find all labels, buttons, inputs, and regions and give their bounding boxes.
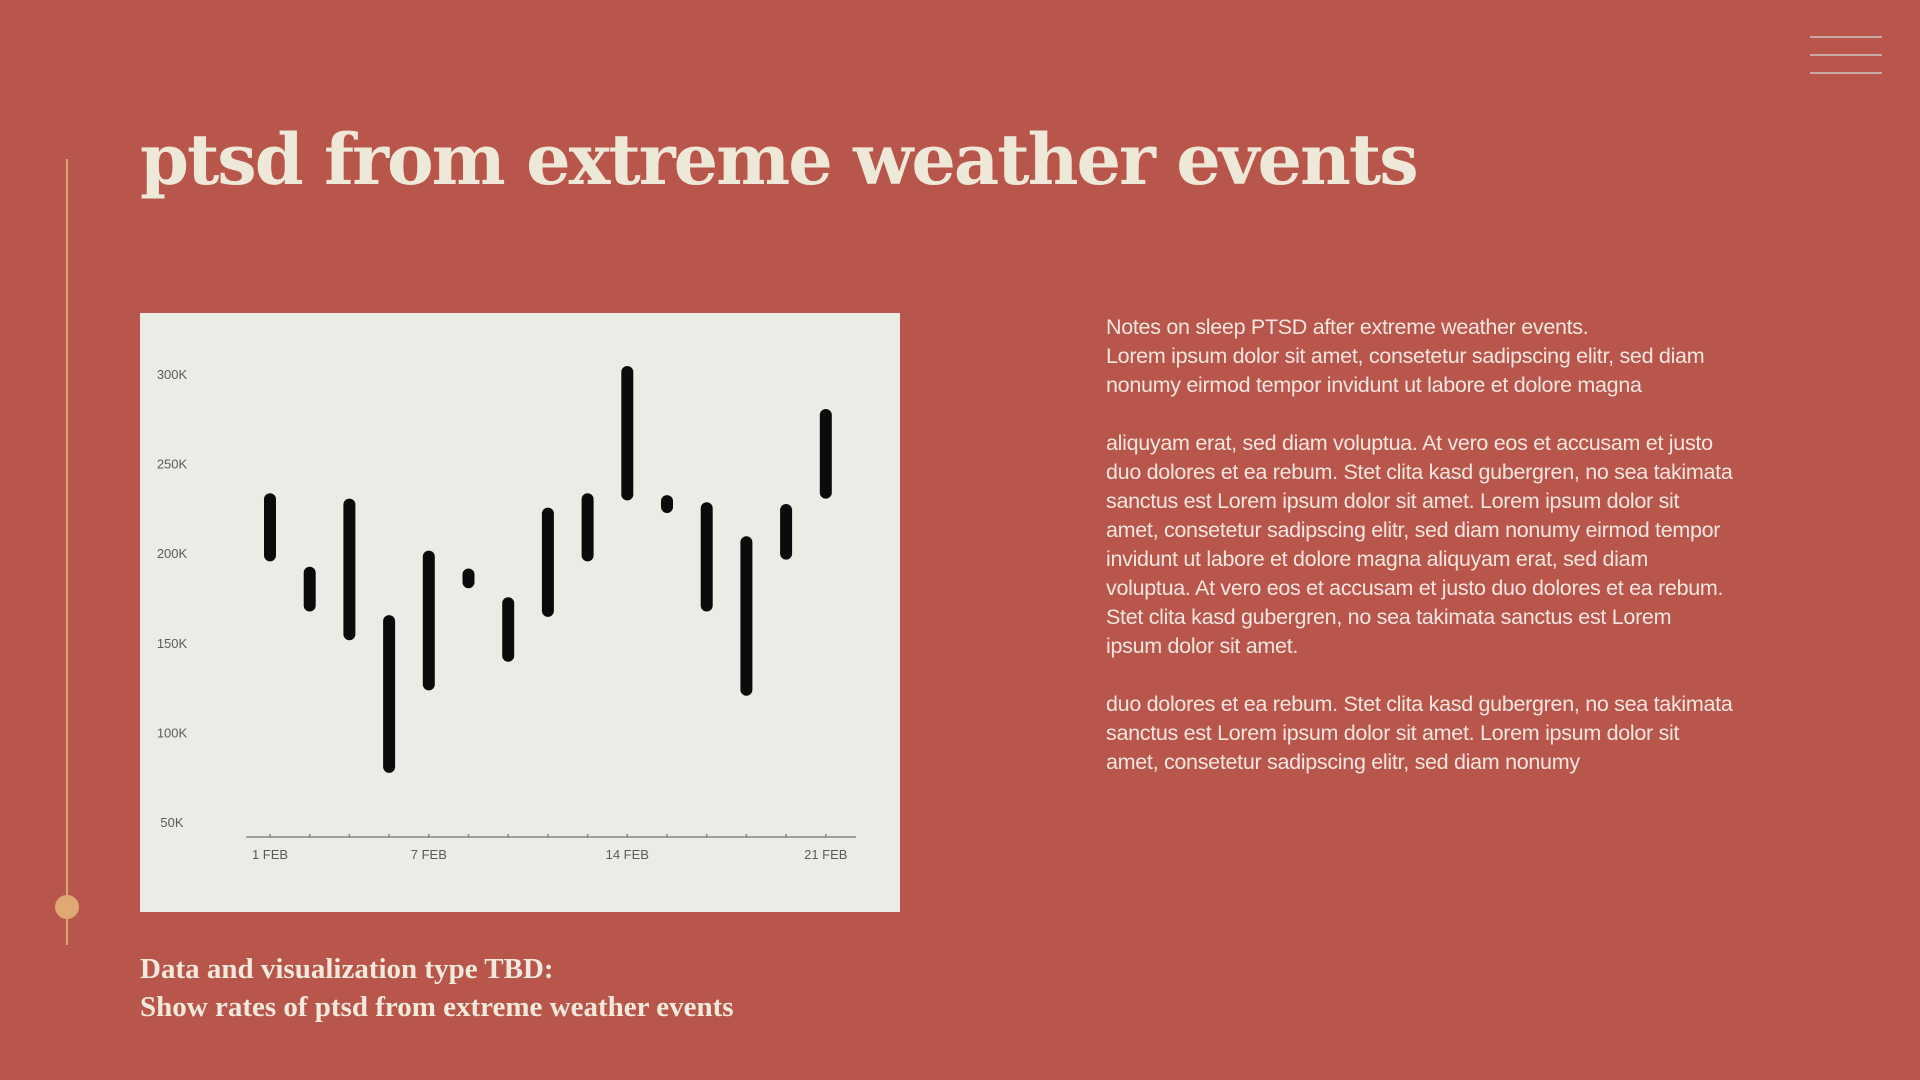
- range-bar: [422, 550, 435, 691]
- caption-line-2: Show rates of ptsd from extreme weather …: [140, 991, 734, 1023]
- notes-text: Notes on sleep PTSD after extreme weathe…: [1106, 313, 1796, 806]
- range-bar: [502, 597, 515, 662]
- notes-line: invidunt ut labore et dolore magna aliqu…: [1106, 547, 1648, 571]
- x-tick-label: 21 FEB: [804, 847, 847, 862]
- y-tick-label: 100K: [157, 725, 188, 740]
- x-tick-label: 14 FEB: [606, 847, 649, 862]
- y-tick-label: 250K: [157, 457, 188, 472]
- range-bar: [303, 566, 316, 612]
- slide-title: ptsd from extreme weather events: [140, 118, 1419, 201]
- range-bar: [621, 366, 634, 501]
- y-tick-label: 150K: [157, 636, 188, 651]
- notes-paragraph-1: Notes on sleep PTSD after extreme weathe…: [1106, 313, 1796, 400]
- y-tick-label: 300K: [157, 367, 188, 382]
- range-bar-chart: 50K 100K 150K 200K 250K 300K 1 FEB 7 FEB 14 FEB 2…: [157, 366, 856, 862]
- notes-line: Stet clita kasd gubergren, no sea takima…: [1106, 605, 1672, 629]
- range-bar: [264, 493, 276, 562]
- y-tick-label: 50K: [160, 815, 183, 830]
- range-bar: [819, 409, 832, 499]
- chart-card: 50K 100K 150K 200K 250K 300K 1 FEB 7 FEB 14 FEB 2…: [140, 313, 900, 912]
- range-bar: [661, 495, 673, 513]
- notes-line: ipsum dolor sit amet.: [1106, 634, 1299, 658]
- notes-line: duo dolores et ea rebum. Stet clita kasd…: [1106, 460, 1733, 484]
- notes-line: voluptua. At vero eos et accusam et just…: [1106, 576, 1724, 600]
- notes-paragraph-2: aliquyam erat, sed diam voluptua. At ver…: [1106, 429, 1796, 661]
- caption-line-1: Data and visualization type TBD:: [140, 953, 554, 985]
- range-bar: [343, 498, 356, 641]
- y-tick-label: 200K: [157, 546, 188, 561]
- range-bar: [700, 502, 713, 612]
- range-bar: [462, 568, 475, 589]
- notes-line: sanctus est Lorem ipsum dolor sit amet. …: [1106, 489, 1680, 513]
- notes-line: nonumy eirmod tempor invidunt ut labore …: [1106, 373, 1642, 397]
- range-bar: [581, 493, 594, 562]
- notes-line: amet, consetetur sadipscing elitr, sed d…: [1106, 750, 1580, 774]
- notes-paragraph-3: duo dolores et ea rebum. Stet clita kasd…: [1106, 690, 1796, 777]
- timeline-dot-icon[interactable]: [55, 895, 79, 919]
- notes-line: duo dolores et ea rebum. Stet clita kasd…: [1106, 692, 1733, 716]
- x-tick-label: 1 FEB: [252, 847, 288, 862]
- range-bar: [541, 507, 554, 617]
- notes-line: amet, consetetur sadipscing elitr, sed d…: [1106, 518, 1721, 542]
- notes-line: Notes on sleep PTSD after extreme weathe…: [1106, 315, 1589, 339]
- range-bar: [383, 615, 396, 773]
- range-bar: [780, 504, 793, 560]
- timeline-line: [66, 159, 68, 945]
- hamburger-menu-icon[interactable]: [1810, 36, 1882, 90]
- range-bar: [740, 536, 753, 696]
- x-tick-label: 7 FEB: [411, 847, 447, 862]
- notes-line: sanctus est Lorem ipsum dolor sit amet. …: [1106, 721, 1680, 745]
- notes-line: aliquyam erat, sed diam voluptua. At ver…: [1106, 431, 1713, 455]
- chart-caption: Data and visualization type TBD: Show ra…: [140, 950, 734, 1026]
- notes-line: Lorem ipsum dolor sit amet, consetetur s…: [1106, 344, 1705, 368]
